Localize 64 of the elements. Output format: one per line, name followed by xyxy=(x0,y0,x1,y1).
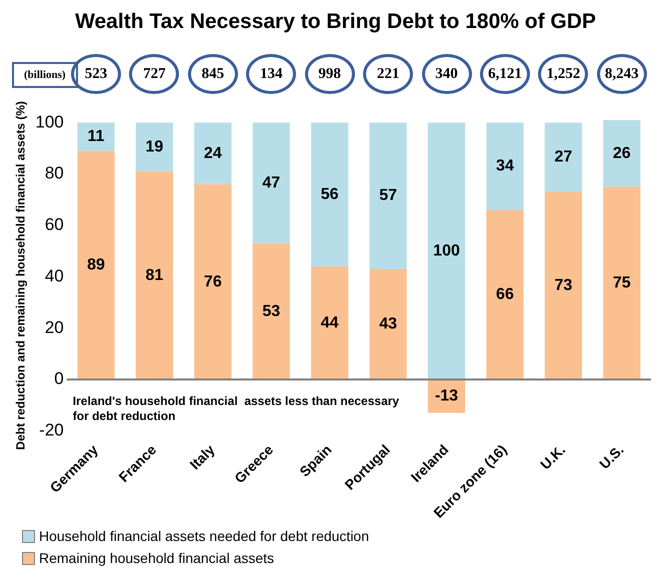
text: 1,252 xyxy=(538,54,588,94)
text: 221 xyxy=(363,54,414,94)
annotation: Ireland's household financial assets less than necessary for debt reduction xyxy=(72,394,400,423)
text: 340 xyxy=(422,54,472,94)
x-tick-label: U.K. xyxy=(537,441,568,473)
bar xyxy=(194,184,232,380)
data-label: 75 xyxy=(612,274,631,292)
data-label: 100 xyxy=(433,242,460,260)
data-label: 11 xyxy=(88,128,105,146)
bar xyxy=(311,266,348,380)
bar xyxy=(311,122,348,266)
data-label: -13 xyxy=(434,388,458,405)
bar xyxy=(136,171,174,380)
y-tick-label: 0 xyxy=(54,369,64,388)
data-label: 57 xyxy=(379,187,398,204)
data-label: 26 xyxy=(612,144,631,162)
bar xyxy=(252,243,290,380)
data-label: 44 xyxy=(320,314,339,332)
data-label: 34 xyxy=(496,158,514,175)
bar xyxy=(603,186,640,380)
legend-label: Remaining household financial assets xyxy=(39,550,274,566)
text: 134 xyxy=(246,54,296,94)
bar xyxy=(252,122,290,244)
text: (billions) xyxy=(12,62,78,88)
text: 6,121 xyxy=(480,54,530,94)
data-label: 27 xyxy=(554,148,572,166)
y-tick-label: 40 xyxy=(44,266,64,286)
data-label: 24 xyxy=(204,144,222,162)
bar xyxy=(544,192,582,380)
bar xyxy=(544,122,582,192)
text: 998 xyxy=(304,54,355,94)
data-label: 43 xyxy=(379,316,398,333)
y-tick-label: 80 xyxy=(44,164,64,183)
data-label: 47 xyxy=(262,174,280,192)
text: 8,243 xyxy=(596,54,647,94)
chart-title: Wealth Tax Necessary to Bring Debt to 180% of GDP xyxy=(74,10,597,34)
data-label: 81 xyxy=(146,266,164,284)
bar xyxy=(486,122,524,210)
text: 727 xyxy=(129,54,180,94)
bar xyxy=(369,122,407,270)
bar xyxy=(136,122,174,172)
data-label: 56 xyxy=(320,186,339,203)
data-label: 53 xyxy=(262,302,280,320)
bar xyxy=(428,122,466,380)
text: 523 xyxy=(70,54,121,94)
bar xyxy=(77,122,115,151)
bar xyxy=(194,122,232,184)
bar xyxy=(486,210,524,380)
data-label: 89 xyxy=(87,256,105,274)
y-tick-label: -20 xyxy=(39,420,64,440)
bar xyxy=(603,120,640,187)
x-tick-label: U.S. xyxy=(596,441,627,472)
text: 845 xyxy=(188,54,238,94)
data-label: 73 xyxy=(554,277,572,294)
legend-label: Household financial assets needed for debt reduction xyxy=(39,528,369,544)
y-tick-label: 100 xyxy=(35,112,64,132)
bar xyxy=(369,269,407,380)
bar xyxy=(77,150,115,380)
y-tick-label: 20 xyxy=(44,318,64,337)
data-label: 66 xyxy=(496,286,514,304)
y-axis-title: Debt reduction and remaining household financial assets (%) xyxy=(14,101,28,450)
data-label: 19 xyxy=(146,138,164,156)
y-tick-label: 60 xyxy=(44,215,64,234)
data-label: 76 xyxy=(204,273,222,290)
